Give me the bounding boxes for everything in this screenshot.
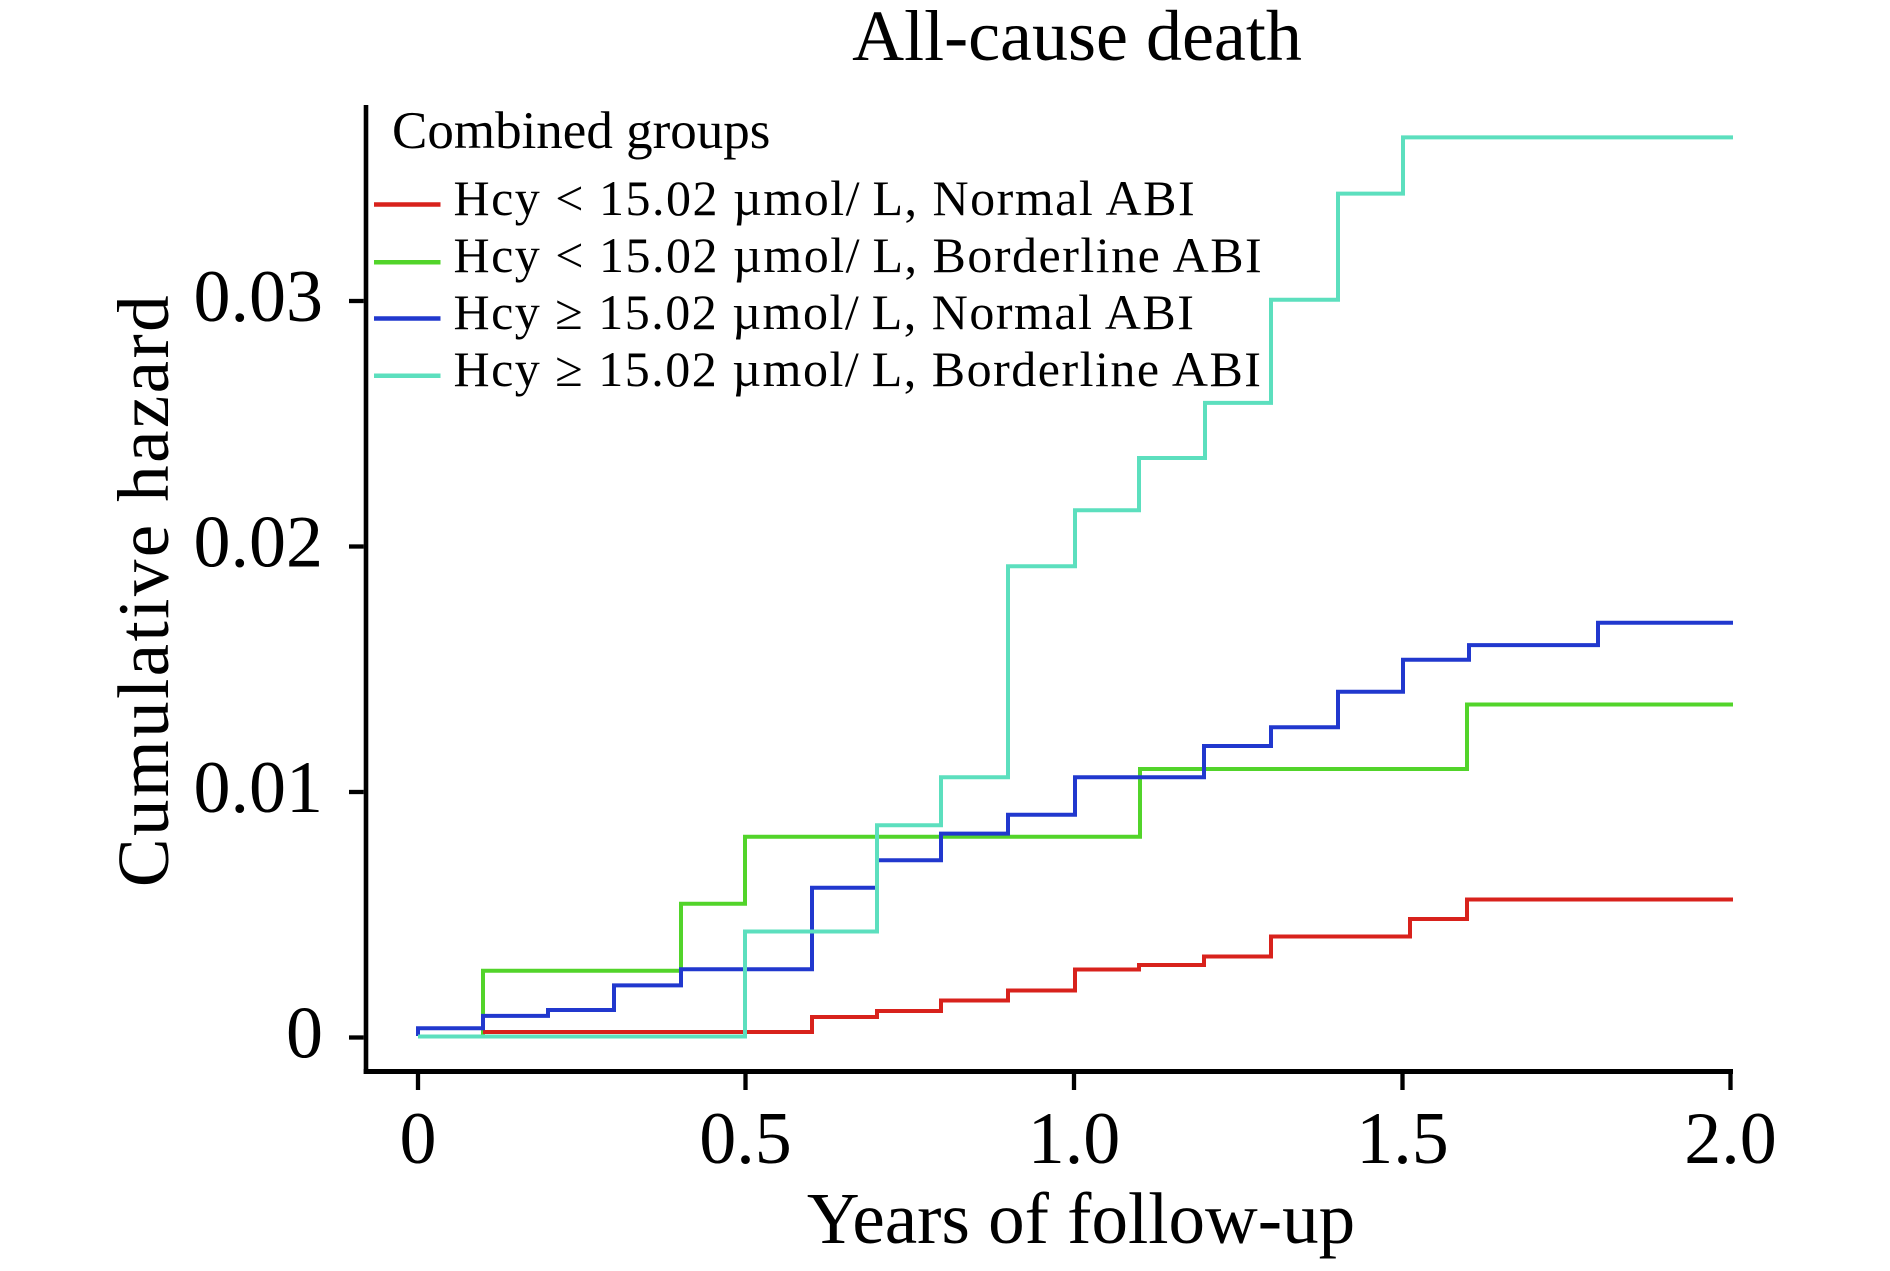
svg-text:0.5: 0.5: [699, 1098, 792, 1180]
svg-text:Hcy ≥ 15.02 µmol/ L, Borderlin: Hcy ≥ 15.02 µmol/ L, Borderline ABI: [454, 341, 1263, 397]
svg-text:Combined groups: Combined groups: [392, 102, 770, 160]
svg-text:2.0: 2.0: [1684, 1098, 1777, 1180]
svg-text:1.0: 1.0: [1028, 1098, 1121, 1180]
svg-text:Hcy < 15.02 µmol/ L, Normal AB: Hcy < 15.02 µmol/ L, Normal ABI: [454, 170, 1197, 226]
svg-text:Cumulative hazard: Cumulative hazard: [103, 293, 184, 887]
svg-text:Years of follow-up: Years of follow-up: [807, 1178, 1355, 1259]
svg-text:0: 0: [400, 1098, 437, 1180]
svg-text:1.5: 1.5: [1356, 1098, 1449, 1180]
svg-text:Hcy ≥ 15.02 µmol/ L, Normal AB: Hcy ≥ 15.02 µmol/ L, Normal ABI: [454, 284, 1196, 340]
svg-text:0: 0: [286, 993, 323, 1075]
svg-text:Hcy < 15.02 µmol/ L, Borderlin: Hcy < 15.02 µmol/ L, Borderline ABI: [454, 227, 1264, 283]
svg-text:0.01: 0.01: [194, 747, 324, 829]
svg-text:All-cause death: All-cause death: [852, 0, 1302, 76]
svg-text:0.02: 0.02: [194, 502, 324, 584]
svg-text:0.03: 0.03: [194, 256, 324, 338]
